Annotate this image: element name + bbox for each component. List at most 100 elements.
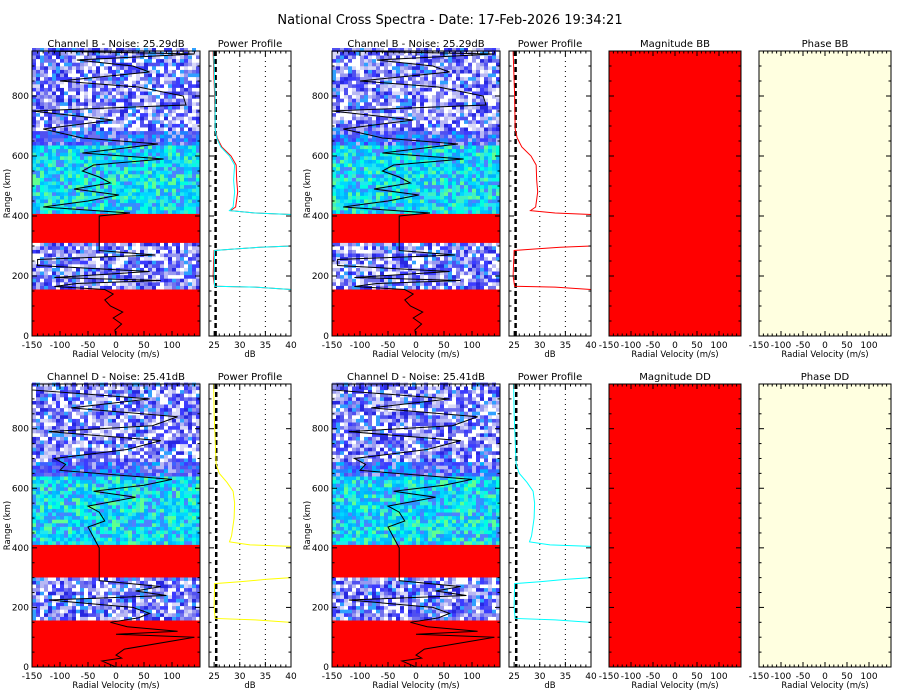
spectral-cell xyxy=(104,425,108,430)
spectral-cell xyxy=(116,602,120,607)
spectral-cell xyxy=(68,195,72,200)
spectral-cell xyxy=(144,541,148,545)
spectral-cell xyxy=(68,156,72,160)
spectral-cell xyxy=(84,246,88,250)
spectral-cell xyxy=(168,148,172,153)
spectral-cell xyxy=(192,91,196,96)
spectral-cell xyxy=(108,386,112,391)
spectral-cell xyxy=(180,102,184,106)
spectral-cell xyxy=(108,152,112,157)
spectral-cell xyxy=(52,199,56,204)
spectral-cell xyxy=(132,425,136,430)
spectral-cell xyxy=(108,73,112,78)
spectral-cell xyxy=(164,123,168,128)
spectral-cell xyxy=(120,55,124,60)
spectral-cell xyxy=(56,436,60,441)
spectral-cell xyxy=(184,253,188,258)
spectral-cell xyxy=(96,519,100,524)
spectral-cell xyxy=(44,87,48,92)
spectral-cell xyxy=(52,184,56,189)
spectral-cell xyxy=(132,523,136,527)
spectral-cell xyxy=(104,159,108,164)
spectral-cell xyxy=(64,102,68,106)
spectral-cell xyxy=(96,112,100,117)
spectral-cell xyxy=(188,393,192,398)
spectral-cell xyxy=(76,587,80,592)
spectral-cell xyxy=(160,497,164,502)
spectral-cell xyxy=(188,447,192,452)
spectral-cell xyxy=(68,98,72,103)
spectral-cell xyxy=(76,48,80,52)
x-axis-label: Radial Velocity (m/s) xyxy=(72,350,159,360)
spectral-cell xyxy=(144,465,148,470)
x-tick-label: 100 xyxy=(163,341,180,351)
spectral-cell xyxy=(76,116,80,121)
spectral-cell xyxy=(160,415,164,419)
spectral-cell xyxy=(160,260,164,265)
spectral-cell xyxy=(112,271,116,276)
spectral-cell xyxy=(44,451,48,455)
spectral-cell xyxy=(32,267,36,272)
spectral-cell xyxy=(116,199,120,204)
spectral-cell xyxy=(44,609,48,614)
spectral-cell xyxy=(52,476,56,481)
spectral-cell xyxy=(44,479,48,484)
spectral-cell xyxy=(56,483,60,488)
spectral-cell xyxy=(108,123,112,128)
spectral-cell xyxy=(104,264,108,268)
spectral-cell xyxy=(116,134,120,139)
spectral-cell xyxy=(148,105,152,110)
spectral-cell xyxy=(84,87,88,92)
spectral-cell xyxy=(112,80,116,85)
spectral-cell xyxy=(72,159,76,164)
spectral-cell xyxy=(176,202,180,207)
spectral-cell xyxy=(184,84,188,88)
spectral-cell xyxy=(124,523,128,527)
spectral-cell xyxy=(168,138,172,142)
spectral-cell xyxy=(44,418,48,423)
spectral-cell xyxy=(136,451,140,455)
spectral-cell xyxy=(64,62,68,67)
y-tick-label: 400 xyxy=(12,212,29,222)
spectral-cell xyxy=(164,469,168,473)
spectral-cell xyxy=(164,282,168,286)
spectral-cell xyxy=(112,278,116,283)
spectral-cell xyxy=(196,461,200,466)
spectral-cell xyxy=(164,591,168,596)
spectral-cell xyxy=(56,282,60,286)
spectral-cell xyxy=(100,120,104,124)
spectral-cell xyxy=(48,130,52,135)
spectral-cell xyxy=(48,386,52,391)
spectral-cell xyxy=(48,418,52,423)
spectral-cell xyxy=(152,264,156,268)
spectral-cell xyxy=(108,170,112,175)
spectral-cell xyxy=(120,120,124,124)
spectral-cell xyxy=(132,404,136,409)
spectral-cell xyxy=(132,62,136,67)
spectral-cell xyxy=(60,80,64,85)
spectral-cell xyxy=(184,69,188,74)
spectral-cell xyxy=(164,541,168,545)
spectral-cell xyxy=(148,206,152,211)
spectral-cell xyxy=(68,148,72,153)
spectral-cell xyxy=(184,526,188,531)
spectral-cell xyxy=(104,73,108,78)
spectral-cell xyxy=(88,84,92,88)
spectral-cell xyxy=(136,152,140,157)
spectral-cell xyxy=(168,256,172,261)
spectral-cell xyxy=(76,202,80,207)
spectral-cell xyxy=(40,458,44,463)
spectral-cell xyxy=(108,55,112,60)
spectral-cell xyxy=(104,389,108,394)
spectral-cell xyxy=(88,51,92,56)
spectral-cell xyxy=(48,508,52,513)
spectral-cell xyxy=(88,170,92,175)
spectral-cell xyxy=(88,195,92,200)
spectral-cell xyxy=(164,109,168,114)
spectral-cell xyxy=(168,285,172,290)
spectral-cell xyxy=(84,73,88,78)
spectral-cell xyxy=(172,256,176,261)
spectral-cell xyxy=(164,584,168,589)
spectral-cell xyxy=(100,166,104,171)
spectral-cell xyxy=(128,282,132,286)
